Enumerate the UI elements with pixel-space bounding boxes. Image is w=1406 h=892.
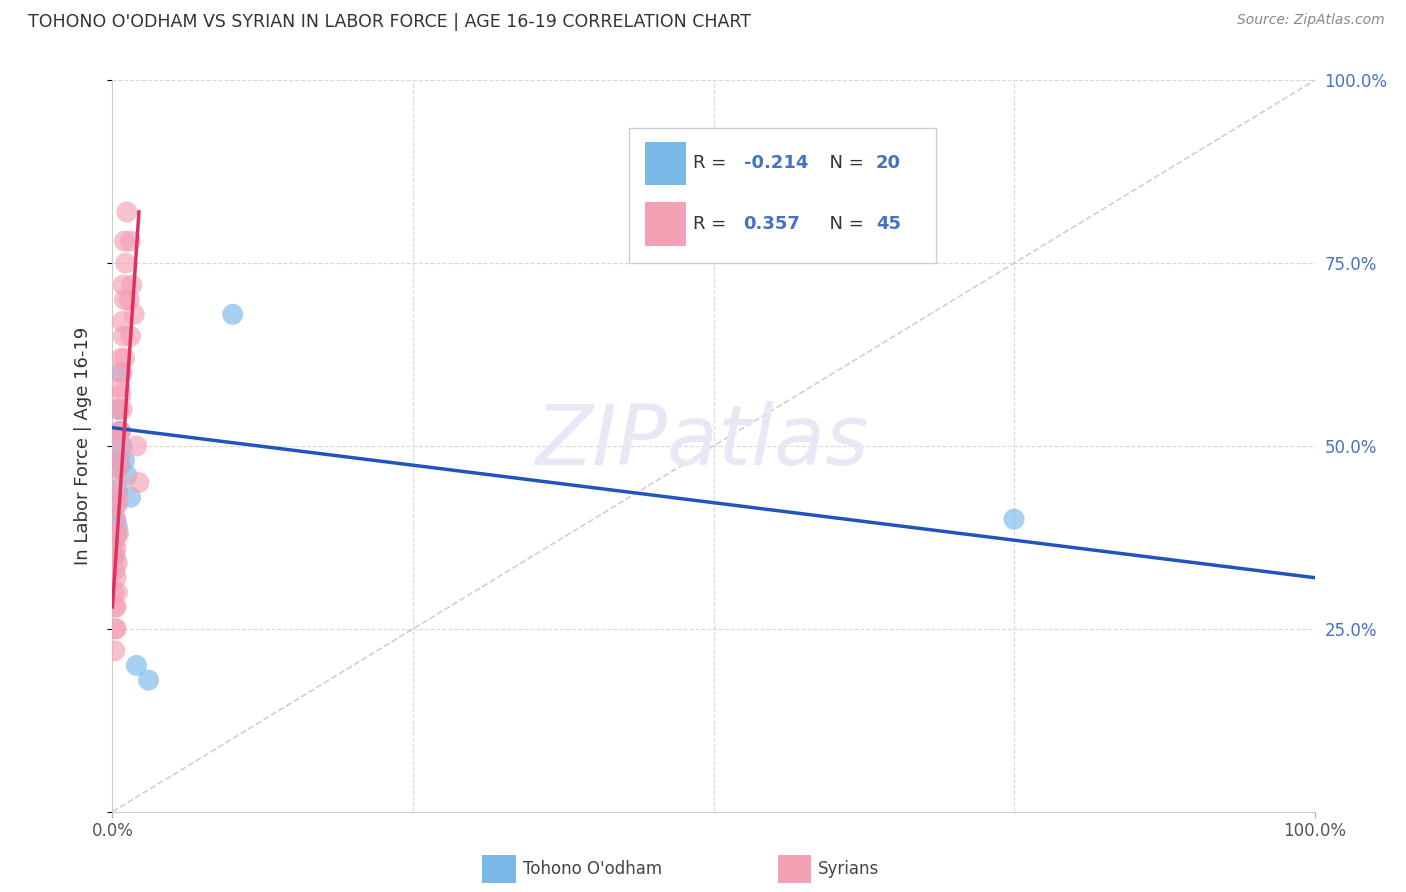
Point [103, 585, 125, 599]
FancyBboxPatch shape [645, 202, 686, 245]
Text: N =: N = [818, 154, 870, 172]
Point [105, 475, 128, 490]
Point [110, 366, 132, 380]
Point [105, 498, 128, 512]
Point [125, 439, 148, 453]
Point [104, 563, 127, 577]
Point [105, 498, 128, 512]
FancyBboxPatch shape [645, 142, 686, 186]
Text: 20: 20 [876, 154, 901, 172]
Point [105, 599, 128, 614]
Text: TOHONO O'ODHAM VS SYRIAN IN LABOR FORCE | AGE 16-19 CORRELATION CHART: TOHONO O'ODHAM VS SYRIAN IN LABOR FORCE … [28, 13, 751, 31]
Text: 45: 45 [876, 215, 901, 233]
Point [105, 556, 128, 570]
Point [111, 366, 134, 380]
Point [105, 622, 128, 636]
Point [128, 475, 150, 490]
Point [114, 351, 136, 366]
Point [105, 585, 128, 599]
Point [118, 293, 141, 307]
Point [105, 483, 128, 497]
Point [105, 519, 128, 533]
Point [111, 439, 134, 453]
Point [115, 205, 138, 219]
Point [121, 278, 143, 293]
Point [105, 571, 128, 585]
Point [108, 425, 131, 439]
Point [107, 402, 129, 417]
Point [104, 534, 127, 549]
Point [110, 425, 132, 439]
Point [222, 307, 245, 321]
Point [110, 388, 132, 402]
Point [120, 490, 142, 504]
Point [138, 673, 160, 687]
Text: R =: R = [693, 215, 738, 233]
Point [104, 599, 127, 614]
Point [120, 329, 142, 343]
FancyBboxPatch shape [630, 128, 936, 263]
Point [105, 512, 128, 526]
Text: 0.357: 0.357 [744, 215, 800, 233]
Point [107, 526, 129, 541]
Point [104, 549, 127, 563]
Point [108, 425, 131, 439]
Point [105, 526, 128, 541]
Point [107, 439, 129, 453]
Point [104, 622, 127, 636]
Point [115, 468, 138, 483]
Point [111, 402, 134, 417]
Point [108, 380, 131, 394]
Text: Syrians: Syrians [818, 860, 880, 878]
Point [114, 453, 136, 467]
Point [114, 256, 136, 270]
Point [110, 351, 132, 366]
Text: ZIPatlas: ZIPatlas [536, 401, 870, 482]
Point [107, 461, 129, 475]
Text: R =: R = [693, 154, 733, 172]
Text: Source: ZipAtlas.com: Source: ZipAtlas.com [1237, 13, 1385, 28]
Point [104, 512, 127, 526]
Text: Tohono O'odham: Tohono O'odham [523, 860, 662, 878]
Point [122, 307, 145, 321]
Point [108, 453, 131, 467]
Point [103, 549, 125, 563]
Point [103, 534, 125, 549]
Point [125, 658, 148, 673]
Point [114, 293, 136, 307]
Point [1002, 512, 1025, 526]
Point [108, 453, 131, 467]
Point [107, 490, 129, 504]
Point [104, 644, 127, 658]
Point [114, 234, 136, 248]
Text: N =: N = [818, 215, 870, 233]
Point [105, 541, 128, 556]
Point [120, 234, 142, 248]
Point [111, 315, 134, 329]
Point [107, 461, 129, 475]
Y-axis label: In Labor Force | Age 16-19: In Labor Force | Age 16-19 [73, 326, 91, 566]
Point [112, 278, 135, 293]
Point [105, 526, 128, 541]
Point [107, 402, 129, 417]
Point [112, 329, 135, 343]
Text: -0.214: -0.214 [744, 154, 808, 172]
